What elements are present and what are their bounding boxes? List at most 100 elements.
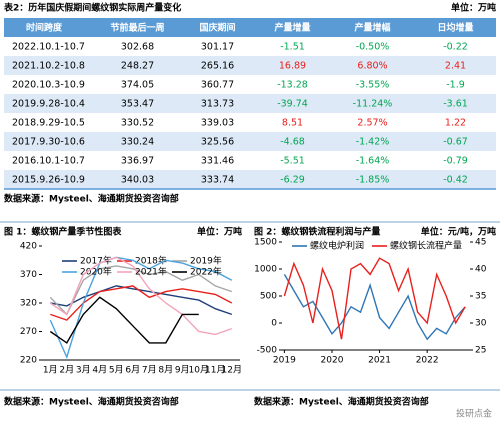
header-cell: 节前最后一周	[110, 22, 164, 34]
table-cell: 340.03	[121, 175, 154, 186]
table-cell: -1.42%	[356, 137, 390, 148]
series-line	[283, 257, 466, 340]
y2-tick-label: 40	[475, 265, 487, 275]
series-line	[50, 285, 233, 321]
table-row-bg	[4, 94, 496, 113]
table-cell: -0.50%	[356, 42, 390, 53]
table-cell: -0.22	[443, 42, 468, 53]
table-unit: 单位：万吨	[451, 2, 496, 14]
table-row-bg	[4, 56, 496, 75]
x-tick-label: 6月	[125, 365, 140, 376]
table-cell: 2016.10.1-10.7	[12, 156, 85, 167]
table-source: 数据来源：Mysteel、海通期货投资咨询部	[4, 193, 179, 205]
x-tick-label: 4月	[92, 365, 107, 376]
legend-label: 2019年	[190, 255, 222, 267]
table-cell: 325.56	[201, 137, 234, 148]
series-line	[50, 285, 233, 316]
y2-tick-label: 30	[475, 319, 487, 329]
table-cell: 16.89	[279, 61, 306, 72]
table-cell: 2019.9.28-10.4	[12, 99, 85, 110]
table-cell: 330.24	[121, 137, 154, 148]
figure1-unit: 单位：万吨	[197, 226, 242, 238]
table-cell: 2021.10.2-10.8	[12, 61, 85, 72]
table-cell: 333.74	[201, 175, 234, 186]
table-header-bg	[4, 18, 496, 37]
table-cell: 1.22	[445, 118, 466, 129]
y-tick-label: 420	[20, 242, 37, 252]
y-tick-label: 500	[260, 292, 277, 302]
figure2-source: 数据来源：Mysteel、海通期货投资咨询部	[254, 396, 429, 408]
header-cell: 产量增量	[274, 22, 310, 34]
table-cell: -1.64%	[356, 156, 390, 167]
x-tick-label: 9月	[175, 365, 190, 376]
series-line	[49, 256, 233, 360]
table-cell: 330.52	[121, 118, 154, 129]
figure1-source: 数据来源：Mysteel、海通期货投资咨询部	[4, 396, 179, 408]
y-tick-label: 0	[271, 319, 277, 329]
x-tick-label: 8月	[158, 365, 173, 376]
x-tick-label: 7月	[142, 365, 157, 376]
table-cell: -0.79	[443, 156, 468, 167]
table-cell: 2.41	[445, 61, 466, 72]
header-cell: 产量增幅	[354, 22, 390, 34]
x-tick-label: 12月	[222, 365, 242, 376]
header-cell: 日均增量	[437, 22, 473, 34]
legend-label: 2018年	[135, 255, 167, 267]
table-cell: 2.57%	[357, 118, 387, 129]
legend-label: 2021年	[135, 266, 167, 278]
table-cell: 2015.9.26-10.9	[12, 175, 85, 186]
table-title: 表2：历年国庆假期间螺纹钢实际周产量变化	[3, 2, 181, 14]
y-tick-label: -500	[257, 346, 278, 356]
table-cell: -5.51	[280, 156, 305, 167]
table-cell: 302.68	[121, 42, 154, 53]
table-cell: -4.68	[280, 137, 305, 148]
table-cell: 301.17	[201, 42, 234, 53]
header-cell: 国庆期间	[199, 22, 235, 34]
table-cell: 336.97	[121, 156, 154, 167]
figure2-title: 图 2：螺纹钢铁流程利润与产量	[254, 226, 380, 238]
x-tick-label: 2月	[59, 365, 74, 376]
y-tick-label: 1500	[254, 238, 277, 248]
table-cell: 2018.9.29-10.5	[12, 118, 85, 129]
table-cell: 2022.10.1-10.7	[12, 42, 85, 53]
table-cell: 313.73	[201, 99, 234, 110]
x-tick-label: 2020	[321, 356, 344, 366]
table-row-bg	[4, 113, 496, 132]
table-cell: -39.74	[277, 99, 308, 110]
table-cell: 265.16	[201, 61, 234, 72]
y-tick-label: 270	[20, 327, 37, 337]
x-tick-label: 2022	[416, 356, 439, 366]
x-tick-label: 2021	[368, 356, 391, 366]
table-cell: -3.61	[443, 99, 468, 110]
x-tick-label: 1月	[43, 365, 58, 376]
y-tick-label: 1000	[254, 265, 277, 275]
header-cell: 时间跨度	[26, 22, 63, 34]
table-cell: -6.29	[280, 175, 305, 186]
series-line	[283, 274, 466, 341]
table-cell: -0.42	[443, 175, 468, 186]
table-cell: -0.67	[443, 137, 468, 148]
table-cell: 6.80%	[357, 61, 387, 72]
table-cell: -1.85%	[356, 175, 390, 186]
table-cell: 2017.9.30-10.6	[12, 137, 85, 148]
table-cell: 353.47	[121, 99, 154, 110]
legend-label: 螺纹钢长流程产量	[390, 240, 462, 252]
table-cell: 248.27	[121, 61, 154, 72]
table-row-bg	[4, 170, 496, 189]
table-cell: -11.24%	[353, 99, 393, 110]
x-tick-label: 11月	[205, 365, 225, 376]
table-cell: 2020.10.3-10.9	[12, 80, 85, 91]
legend-label: 2017年	[80, 255, 112, 267]
y-tick-label: 320	[20, 299, 37, 309]
legend-label: 2020年	[80, 266, 112, 278]
table-cell: -1.9	[446, 80, 465, 91]
table-row-bg	[4, 151, 496, 170]
series-line	[49, 256, 233, 336]
y2-tick-label: 35	[475, 292, 486, 302]
legend-label: 螺纹电炉利润	[310, 240, 364, 252]
table-cell: -3.55%	[356, 80, 390, 91]
table-row-bg	[4, 75, 496, 94]
x-tick-label: 5月	[109, 365, 124, 376]
series-line	[49, 296, 199, 344]
